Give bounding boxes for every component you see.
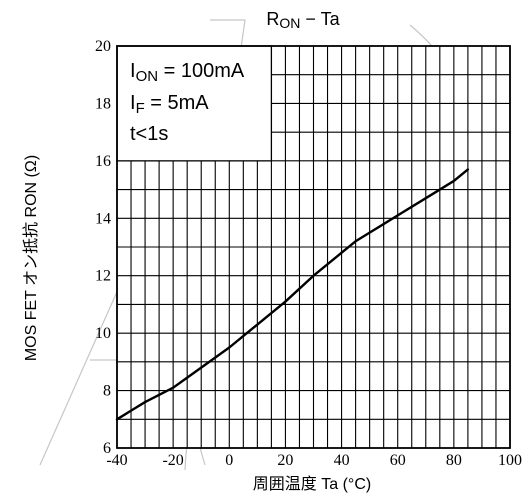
y-tick-label: 20 [95, 38, 111, 55]
y-tick-label: 12 [95, 268, 111, 285]
x-tick-label: 40 [334, 452, 350, 469]
y-tick-label: 6 [103, 440, 111, 457]
legend-text-line: t<1s [130, 123, 168, 145]
x-axis-label: 周囲温度 Ta (°C) [253, 475, 371, 493]
chart-title: RON − Ta [266, 9, 340, 31]
plot-layer: ION = 100mA IF = 5mA t<1s -40 -20 0 20 40 60 80 10… [22, 9, 522, 493]
legend-text-line: IF = 5mA [130, 92, 209, 117]
x-tick-label: 20 [277, 452, 293, 469]
x-tick-label: 80 [446, 452, 462, 469]
y-tick-label: 10 [95, 325, 111, 342]
y-tick-label: 18 [95, 95, 111, 112]
x-tick-label: 100 [498, 452, 522, 469]
series-line [115, 168, 470, 421]
watermark-stroke [210, 19, 246, 56]
y-tick-label: 14 [95, 210, 111, 227]
x-tick-label: 60 [390, 452, 406, 469]
legend-text-line: ION = 100mA [130, 60, 245, 85]
plot-border [116, 45, 511, 449]
y-axis-label: MOS FET オン抵抗 RON (Ω) [22, 155, 40, 361]
x-tick-label: -40 [106, 452, 127, 469]
y-tick-label: 16 [95, 153, 111, 170]
x-tick-label: -20 [162, 452, 183, 469]
y-tick-label: 8 [103, 383, 111, 400]
x-tick-label: 0 [225, 452, 233, 469]
